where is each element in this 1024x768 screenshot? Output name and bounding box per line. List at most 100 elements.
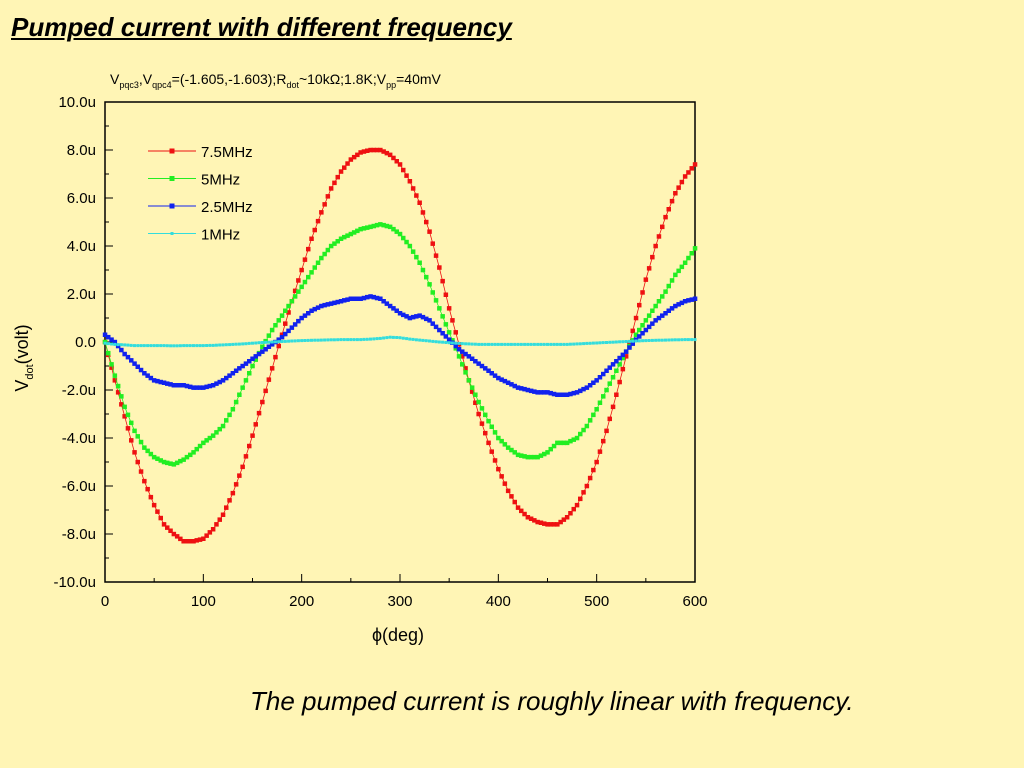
data-point bbox=[598, 341, 602, 345]
data-point bbox=[634, 339, 638, 343]
data-point bbox=[132, 361, 137, 366]
data-point bbox=[499, 377, 504, 382]
data-point bbox=[129, 420, 134, 426]
data-point bbox=[509, 494, 514, 499]
data-point bbox=[260, 399, 265, 405]
data-point bbox=[174, 534, 180, 539]
data-point bbox=[103, 341, 107, 345]
data-point bbox=[670, 338, 674, 342]
data-point bbox=[342, 298, 347, 303]
data-point bbox=[302, 279, 308, 285]
data-point bbox=[408, 337, 412, 341]
data-point bbox=[410, 249, 416, 254]
data-point bbox=[292, 288, 298, 294]
data-point bbox=[214, 522, 219, 527]
data-point bbox=[211, 343, 215, 347]
data-point bbox=[290, 339, 294, 343]
data-point bbox=[201, 344, 205, 348]
data-point bbox=[585, 341, 589, 345]
data-point bbox=[384, 150, 390, 156]
data-point bbox=[473, 400, 478, 405]
data-point bbox=[283, 308, 288, 313]
data-point bbox=[210, 383, 216, 388]
data-point bbox=[584, 385, 590, 390]
data-point bbox=[244, 342, 248, 346]
data-point bbox=[220, 423, 226, 429]
data-point bbox=[654, 338, 658, 342]
data-point bbox=[125, 412, 131, 418]
data-point bbox=[624, 340, 628, 343]
data-point bbox=[679, 264, 685, 270]
data-point bbox=[623, 354, 629, 359]
data-point bbox=[181, 539, 186, 544]
data-point bbox=[450, 341, 454, 345]
data-point bbox=[677, 338, 681, 342]
data-point bbox=[483, 366, 488, 371]
data-point bbox=[328, 301, 334, 306]
data-point bbox=[644, 339, 648, 343]
data-point bbox=[443, 292, 449, 297]
data-point bbox=[231, 342, 235, 346]
data-point bbox=[119, 402, 124, 407]
data-point bbox=[558, 392, 563, 397]
data-point bbox=[106, 342, 110, 346]
data-point bbox=[306, 311, 311, 316]
data-point bbox=[509, 382, 514, 387]
data-point bbox=[233, 368, 239, 373]
data-point bbox=[378, 147, 383, 153]
data-point bbox=[382, 336, 386, 340]
data-point bbox=[194, 446, 199, 452]
data-point bbox=[483, 430, 488, 436]
data-point bbox=[184, 454, 190, 460]
data-point bbox=[214, 343, 218, 347]
data-point bbox=[348, 231, 354, 237]
data-point bbox=[456, 354, 462, 359]
data-point bbox=[375, 337, 379, 341]
data-point bbox=[663, 289, 668, 294]
data-point bbox=[490, 342, 494, 346]
data-point bbox=[523, 342, 527, 346]
data-point bbox=[112, 339, 118, 345]
data-point bbox=[391, 306, 396, 311]
data-point bbox=[686, 338, 690, 342]
x-axis-label: ϕ(deg) bbox=[372, 625, 424, 645]
data-point bbox=[303, 339, 307, 342]
data-point bbox=[469, 385, 475, 390]
data-point bbox=[538, 453, 544, 458]
data-point bbox=[545, 390, 550, 395]
data-point bbox=[302, 257, 308, 262]
data-point bbox=[217, 426, 222, 432]
data-point bbox=[184, 383, 190, 389]
legend-swatch-marker bbox=[169, 203, 175, 209]
data-point bbox=[279, 334, 285, 340]
data-point bbox=[194, 385, 199, 390]
data-point bbox=[568, 511, 573, 516]
data-point bbox=[548, 446, 553, 452]
slide-title: Pumped current with different frequency bbox=[11, 12, 512, 42]
data-point bbox=[627, 345, 632, 350]
data-point bbox=[401, 167, 406, 173]
data-point bbox=[630, 341, 635, 346]
data-point bbox=[505, 445, 511, 450]
data-point bbox=[597, 375, 603, 380]
data-point bbox=[515, 385, 521, 390]
data-point bbox=[345, 297, 350, 302]
data-point bbox=[309, 236, 314, 241]
data-point bbox=[614, 340, 618, 344]
data-point bbox=[656, 234, 662, 239]
subtitle-part: ,V bbox=[139, 71, 153, 87]
data-point bbox=[414, 254, 419, 260]
y-tick-label: -6.0u bbox=[62, 478, 96, 495]
data-point bbox=[611, 340, 615, 344]
data-point bbox=[499, 438, 504, 444]
data-point bbox=[365, 337, 369, 341]
data-point bbox=[391, 226, 396, 232]
data-point bbox=[604, 368, 609, 373]
data-point bbox=[227, 412, 232, 418]
data-point bbox=[109, 365, 114, 370]
data-point bbox=[512, 450, 517, 455]
data-point bbox=[597, 449, 603, 454]
data-point bbox=[233, 399, 239, 405]
y-label-sub: dot bbox=[24, 364, 36, 379]
data-point bbox=[526, 342, 530, 346]
